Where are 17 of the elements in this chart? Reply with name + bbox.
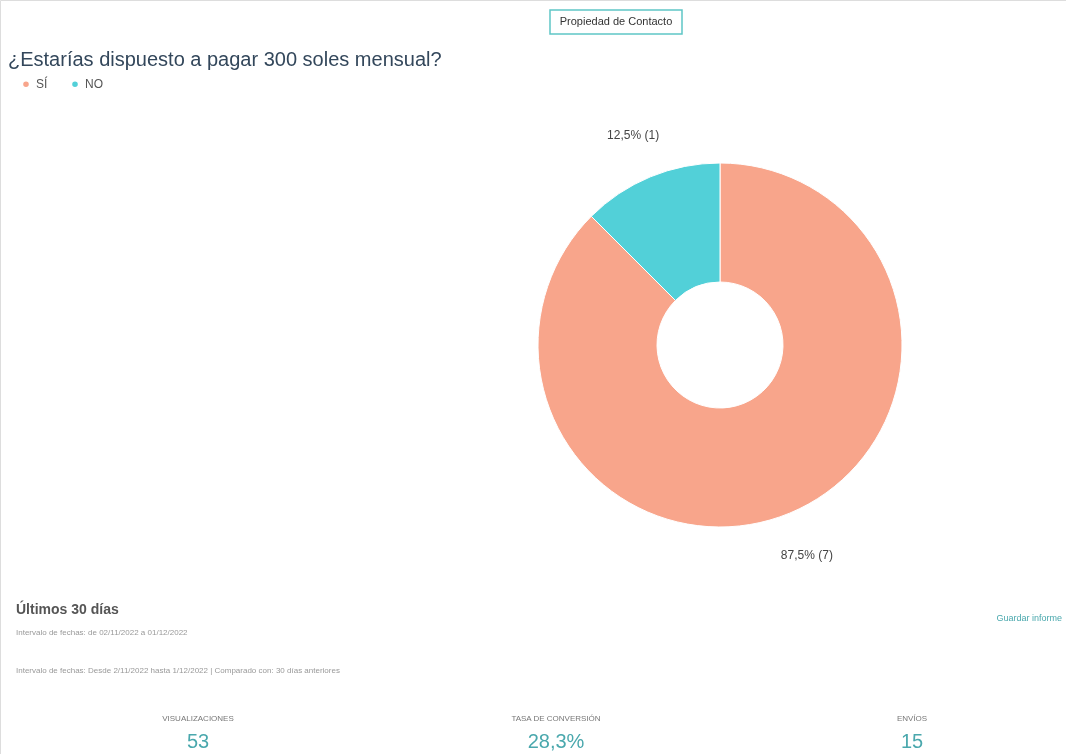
legend-label: NO — [85, 77, 103, 92]
data-label: 87,5% (7) — [780, 547, 833, 562]
text: 28,3% — [527, 730, 585, 752]
text: ENVÍOS — [896, 714, 928, 723]
text: 15 — [900, 730, 924, 752]
chart-title: ¿Estarías dispuesto a pagar 300 soles mensual? — [8, 48, 442, 70]
text: Intervalo de fechas: de 02/11/2022 a 01/12/2022 — [16, 628, 189, 637]
text: VISUALIZACIONES — [162, 714, 234, 723]
text: Propiedad de Contacto — [559, 15, 673, 27]
legend-label: SÍ — [36, 76, 48, 92]
text: Intervalo de fechas: Desde 2/11/2022 hasta 1/12/2022 | Comparado con: 30 días anteriores — [16, 666, 340, 675]
donut-slice — [537, 162, 903, 528]
text: Últimos 30 días — [16, 600, 119, 617]
data-label: 12,5% (1) — [607, 128, 660, 143]
text: 53 — [186, 730, 210, 752]
text: TASA DE CONVERSIÓN — [511, 714, 601, 723]
text: Guardar informe — [996, 613, 1062, 623]
